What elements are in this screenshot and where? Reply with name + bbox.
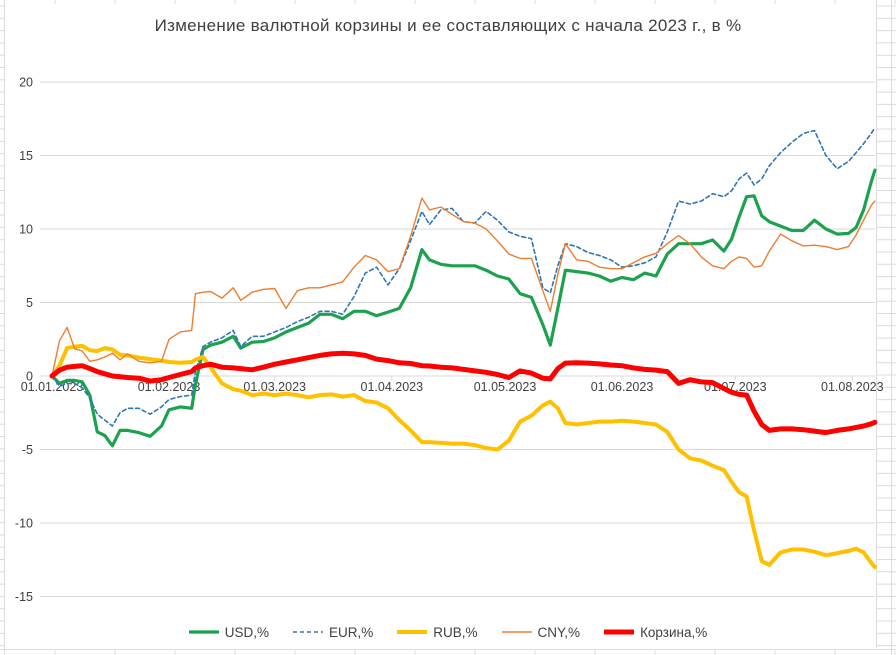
legend-item-korzina[interactable]: Корзина,% xyxy=(604,625,707,640)
x-axis-label: 01.04.2023 xyxy=(361,380,424,394)
y-axis-tick-label: 15 xyxy=(19,149,33,163)
chart-legend: USD,% EUR,% RUB,% CNY,% Корзина,% xyxy=(0,620,896,644)
y-axis-tick-label: -5 xyxy=(22,443,33,457)
x-axis-label: 01.05.2023 xyxy=(474,380,537,394)
legend-item-usd[interactable]: USD,% xyxy=(188,624,269,640)
x-axis-label: 01.08.2023 xyxy=(821,380,884,394)
y-axis-tick-label: 5 xyxy=(26,296,33,310)
legend-swatch-korzina xyxy=(604,629,635,635)
legend-label-rub: RUB,% xyxy=(433,624,478,640)
x-axis-label: 01.03.2023 xyxy=(243,380,306,394)
y-axis-labels: 20 15 10 5 0 -5 -10 -15 xyxy=(15,76,33,605)
y-axis-tick-label: 10 xyxy=(19,223,33,237)
legend-swatch-usd xyxy=(188,630,219,634)
y-axis-tick-label: 0 xyxy=(26,370,33,384)
legend-item-rub[interactable]: RUB,% xyxy=(397,624,478,640)
legend-swatch-cny xyxy=(501,631,532,633)
y-axis-tick-label: -15 xyxy=(15,590,33,604)
legend-label-usd: USD,% xyxy=(224,624,269,640)
y-axis-tick-label: -10 xyxy=(15,517,33,531)
legend-item-cny[interactable]: CNY,% xyxy=(501,624,581,640)
legend-label-cny: CNY,% xyxy=(537,624,581,640)
x-axis-label: 01.06.2023 xyxy=(591,380,654,394)
series-line-usd[interactable] xyxy=(50,168,877,448)
plot-gridlines xyxy=(40,81,875,597)
x-axis-label: 01.01.2023 xyxy=(21,380,84,394)
series-line-korzina[interactable] xyxy=(49,350,878,436)
legend-item-eur[interactable]: EUR,% xyxy=(293,625,373,640)
legend-label-korzina: Корзина,% xyxy=(640,624,708,640)
series-line-rub[interactable] xyxy=(50,343,877,570)
x-axis-labels: 01.01.2023 01.02.2023 01.03.2023 01.04.2023… xyxy=(21,380,884,394)
legend-swatch-rub xyxy=(397,630,428,634)
legend-label-eur: EUR,% xyxy=(329,624,374,640)
series-line-eur[interactable] xyxy=(51,126,876,427)
y-axis-tick-label: 20 xyxy=(19,76,33,90)
legend-swatch-eur xyxy=(293,631,323,633)
x-axis-label: 01.02.2023 xyxy=(138,380,201,394)
series-line-cny[interactable] xyxy=(51,197,876,377)
chart-title[interactable]: Изменение валютной корзины и ее составля… xyxy=(154,16,742,35)
